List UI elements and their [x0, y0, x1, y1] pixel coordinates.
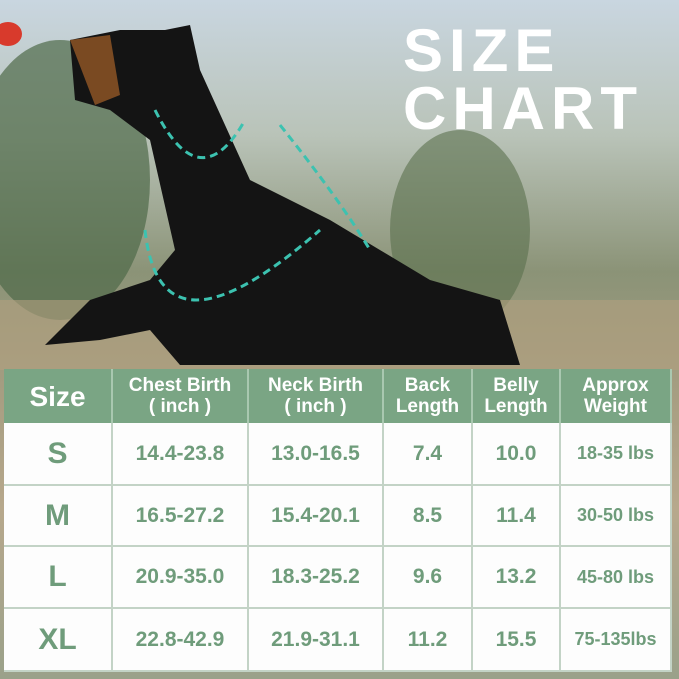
- table-row: XL 22.8-42.9 21.9-31.1 11.2 15.5 75-135lbs: [4, 609, 672, 672]
- table-cell: 10.0: [473, 423, 561, 486]
- table-cell: 13.0-16.5: [249, 423, 384, 486]
- column-header: Back Length: [384, 369, 473, 423]
- table-cell: S: [4, 423, 113, 486]
- table-cell: 11.2: [384, 609, 473, 672]
- table-cell: 21.9-31.1: [249, 609, 384, 672]
- column-header: Chest Birth ( inch ): [113, 369, 249, 423]
- table-cell: 22.8-42.9: [113, 609, 249, 672]
- table-row: S 14.4-23.8 13.0-16.5 7.4 10.0 18-35 lbs: [4, 423, 672, 486]
- table-cell: 45-80 lbs: [561, 547, 672, 609]
- column-header: Neck Birth ( inch ): [249, 369, 384, 423]
- table-row: L 20.9-35.0 18.3-25.2 9.6 13.2 45-80 lbs: [4, 547, 672, 609]
- table-cell: 11.4: [473, 486, 561, 547]
- column-header: Approx Weight: [561, 369, 672, 423]
- table-cell: M: [4, 486, 113, 547]
- table-cell: 20.9-35.0: [113, 547, 249, 609]
- table-cell: 18.3-25.2: [249, 547, 384, 609]
- table-cell: 8.5: [384, 486, 473, 547]
- table-cell: 15.5: [473, 609, 561, 672]
- table-cell: 15.4-20.1: [249, 486, 384, 547]
- table-cell: 16.5-27.2: [113, 486, 249, 547]
- table-cell: 13.2: [473, 547, 561, 609]
- table-cell: 75-135lbs: [561, 609, 672, 672]
- size-chart-title: SIZE CHART: [403, 17, 643, 142]
- table-cell: 18-35 lbs: [561, 423, 672, 486]
- frisbee-icon: [0, 22, 22, 46]
- table-cell: L: [4, 547, 113, 609]
- table-cell: 14.4-23.8: [113, 423, 249, 486]
- dog-illustration: [0, 22, 679, 370]
- table-row: M 16.5-27.2 15.4-20.1 8.5 11.4 30-50 lbs: [4, 486, 672, 547]
- table-cell: 7.4: [384, 423, 473, 486]
- size-table: Size Chest Birth ( inch ) Neck Birth ( inc…: [4, 369, 672, 672]
- table-cell: XL: [4, 609, 113, 672]
- column-header: Belly Length: [473, 369, 561, 423]
- table-cell: 30-50 lbs: [561, 486, 672, 547]
- table-cell: 9.6: [384, 547, 473, 609]
- table-header-row: Size Chest Birth ( inch ) Neck Birth ( inc…: [4, 369, 672, 423]
- column-header: Size: [4, 369, 113, 423]
